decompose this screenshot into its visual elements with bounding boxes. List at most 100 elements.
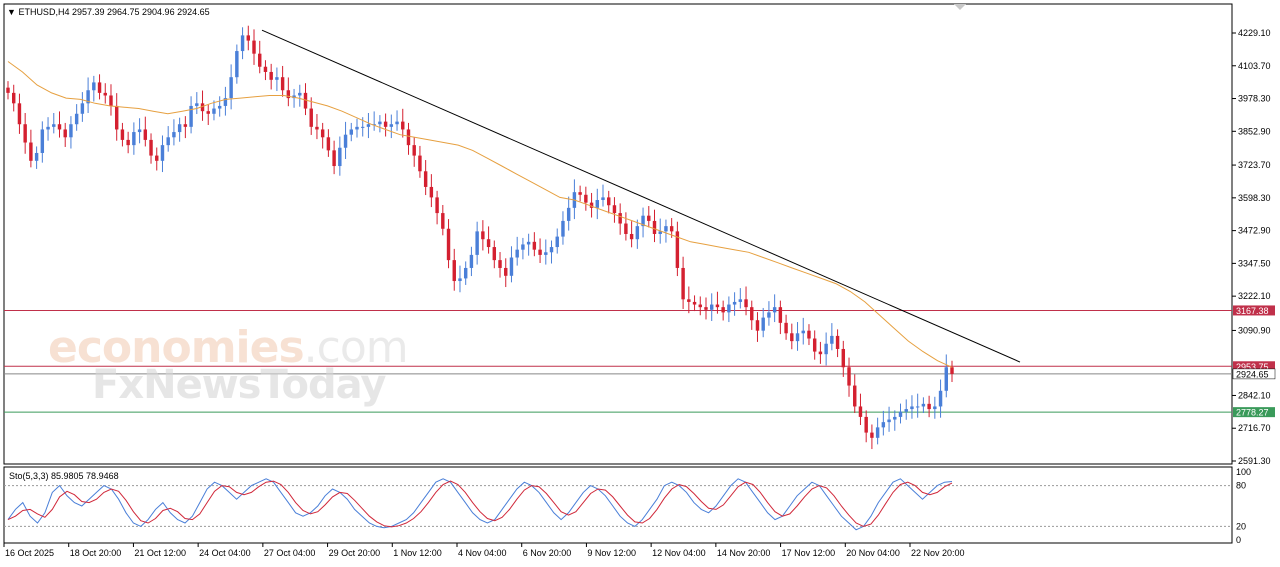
candle-body	[669, 226, 674, 232]
price-axis-label: 3598.30	[1238, 193, 1271, 203]
candle-body	[355, 126, 359, 130]
price-axis-label: 3347.50	[1238, 258, 1271, 268]
candle-body	[709, 304, 714, 310]
candle-body	[692, 301, 697, 305]
price-axis-label: 3222.10	[1238, 291, 1271, 301]
candle-body	[383, 121, 388, 127]
time-axis-label: 14 Nov 20:00	[717, 548, 771, 558]
time-axis-label: 27 Oct 04:00	[264, 548, 316, 558]
candle-body	[584, 194, 588, 203]
candle-body	[446, 228, 451, 261]
candle-body	[509, 257, 514, 276]
candle-body	[532, 241, 537, 250]
candle-body	[715, 304, 720, 308]
candle-body	[761, 317, 765, 331]
candle-body	[206, 111, 210, 114]
candle-body	[544, 252, 548, 255]
candle-body	[675, 231, 680, 268]
stochastic-pane-border	[3, 466, 1233, 544]
stochastic-axis-label: 0	[1236, 535, 1241, 545]
candle-body	[223, 98, 228, 106]
candle-body	[441, 213, 445, 229]
candle-body	[452, 260, 456, 282]
candle-body	[309, 108, 313, 127]
candle-body	[332, 150, 336, 167]
moving-average-line	[7, 61, 953, 368]
symbol-label: ETHUSD,H4	[18, 7, 70, 17]
candle-body	[103, 92, 107, 96]
candle-body	[875, 427, 880, 438]
stochastic-header: Sto(5,3,3) 85.9805 78.9468	[9, 471, 119, 481]
candle-body	[738, 299, 743, 302]
time-axis-label: 12 Nov 04:00	[652, 548, 706, 558]
main-pane-border	[3, 3, 1233, 465]
candle-body	[561, 220, 565, 237]
candle-body	[830, 335, 834, 344]
candle-body	[549, 247, 554, 253]
symbol-header: ▼ ETHUSD,H4 2957.39 2964.75 2904.96 2924…	[7, 7, 210, 17]
candle-body	[458, 278, 462, 282]
candle-body	[847, 367, 851, 386]
candle-body	[86, 90, 90, 104]
stochastic-axis-label: 80	[1236, 481, 1246, 491]
candle-body	[772, 307, 777, 313]
candle-body	[492, 247, 497, 261]
candle-body	[366, 124, 371, 127]
candle-body	[326, 137, 331, 151]
candle-body	[538, 249, 542, 255]
candle-body	[801, 330, 805, 334]
candle-body	[63, 129, 67, 138]
candle-body	[429, 186, 434, 198]
candle-body	[921, 403, 926, 407]
candle-body	[721, 307, 725, 313]
candle-body	[406, 129, 411, 146]
candle-body	[343, 134, 348, 148]
candle-body	[607, 197, 611, 206]
candle-body	[160, 145, 165, 161]
candle-body	[418, 155, 422, 172]
time-axis-label: 1 Nov 12:00	[393, 548, 442, 558]
candle-body	[195, 103, 199, 106]
candle-body	[269, 71, 273, 80]
candle-body	[120, 129, 125, 140]
candle-body	[172, 132, 176, 138]
candle-body	[853, 385, 857, 407]
price-axis-label: 3978.30	[1238, 94, 1271, 104]
candle-body	[132, 132, 136, 146]
candle-body	[635, 226, 640, 240]
candle-body	[784, 322, 788, 334]
level-badge	[1233, 361, 1275, 372]
time-axis-label: 29 Oct 20:00	[329, 548, 381, 558]
candle-body	[303, 92, 308, 109]
candle-body	[652, 220, 657, 234]
candle-body	[612, 205, 617, 214]
candle-body	[126, 139, 130, 146]
candle-body	[664, 226, 668, 232]
dropdown-arrow-icon[interactable]: ▼	[7, 7, 16, 17]
candle-body	[893, 416, 897, 420]
candle-body	[486, 239, 491, 248]
candle-body	[395, 121, 399, 125]
time-axis-label: 24 Oct 04:00	[199, 548, 251, 558]
candle-body	[910, 406, 914, 410]
time-axis-label: 4 Nov 04:00	[458, 548, 507, 558]
candle-body	[114, 105, 119, 130]
level-badge-label: 2953.75	[1236, 362, 1269, 372]
candle-body	[263, 66, 268, 72]
price-axis-label: 3472.90	[1238, 226, 1271, 236]
candle-body	[864, 416, 868, 433]
candle-body	[795, 333, 800, 342]
candle-body	[566, 207, 571, 221]
candle-body	[504, 267, 508, 276]
watermark-fxnewstoday: FxNewsToday	[92, 362, 386, 408]
candle-body	[790, 333, 794, 342]
candle-body	[23, 124, 27, 143]
candle-body	[292, 95, 296, 99]
candle-body	[475, 231, 479, 255]
candle-body	[435, 197, 439, 214]
candle-body	[275, 77, 279, 80]
candle-body	[229, 77, 233, 99]
candle-body	[246, 35, 251, 41]
candle-body	[189, 105, 193, 127]
